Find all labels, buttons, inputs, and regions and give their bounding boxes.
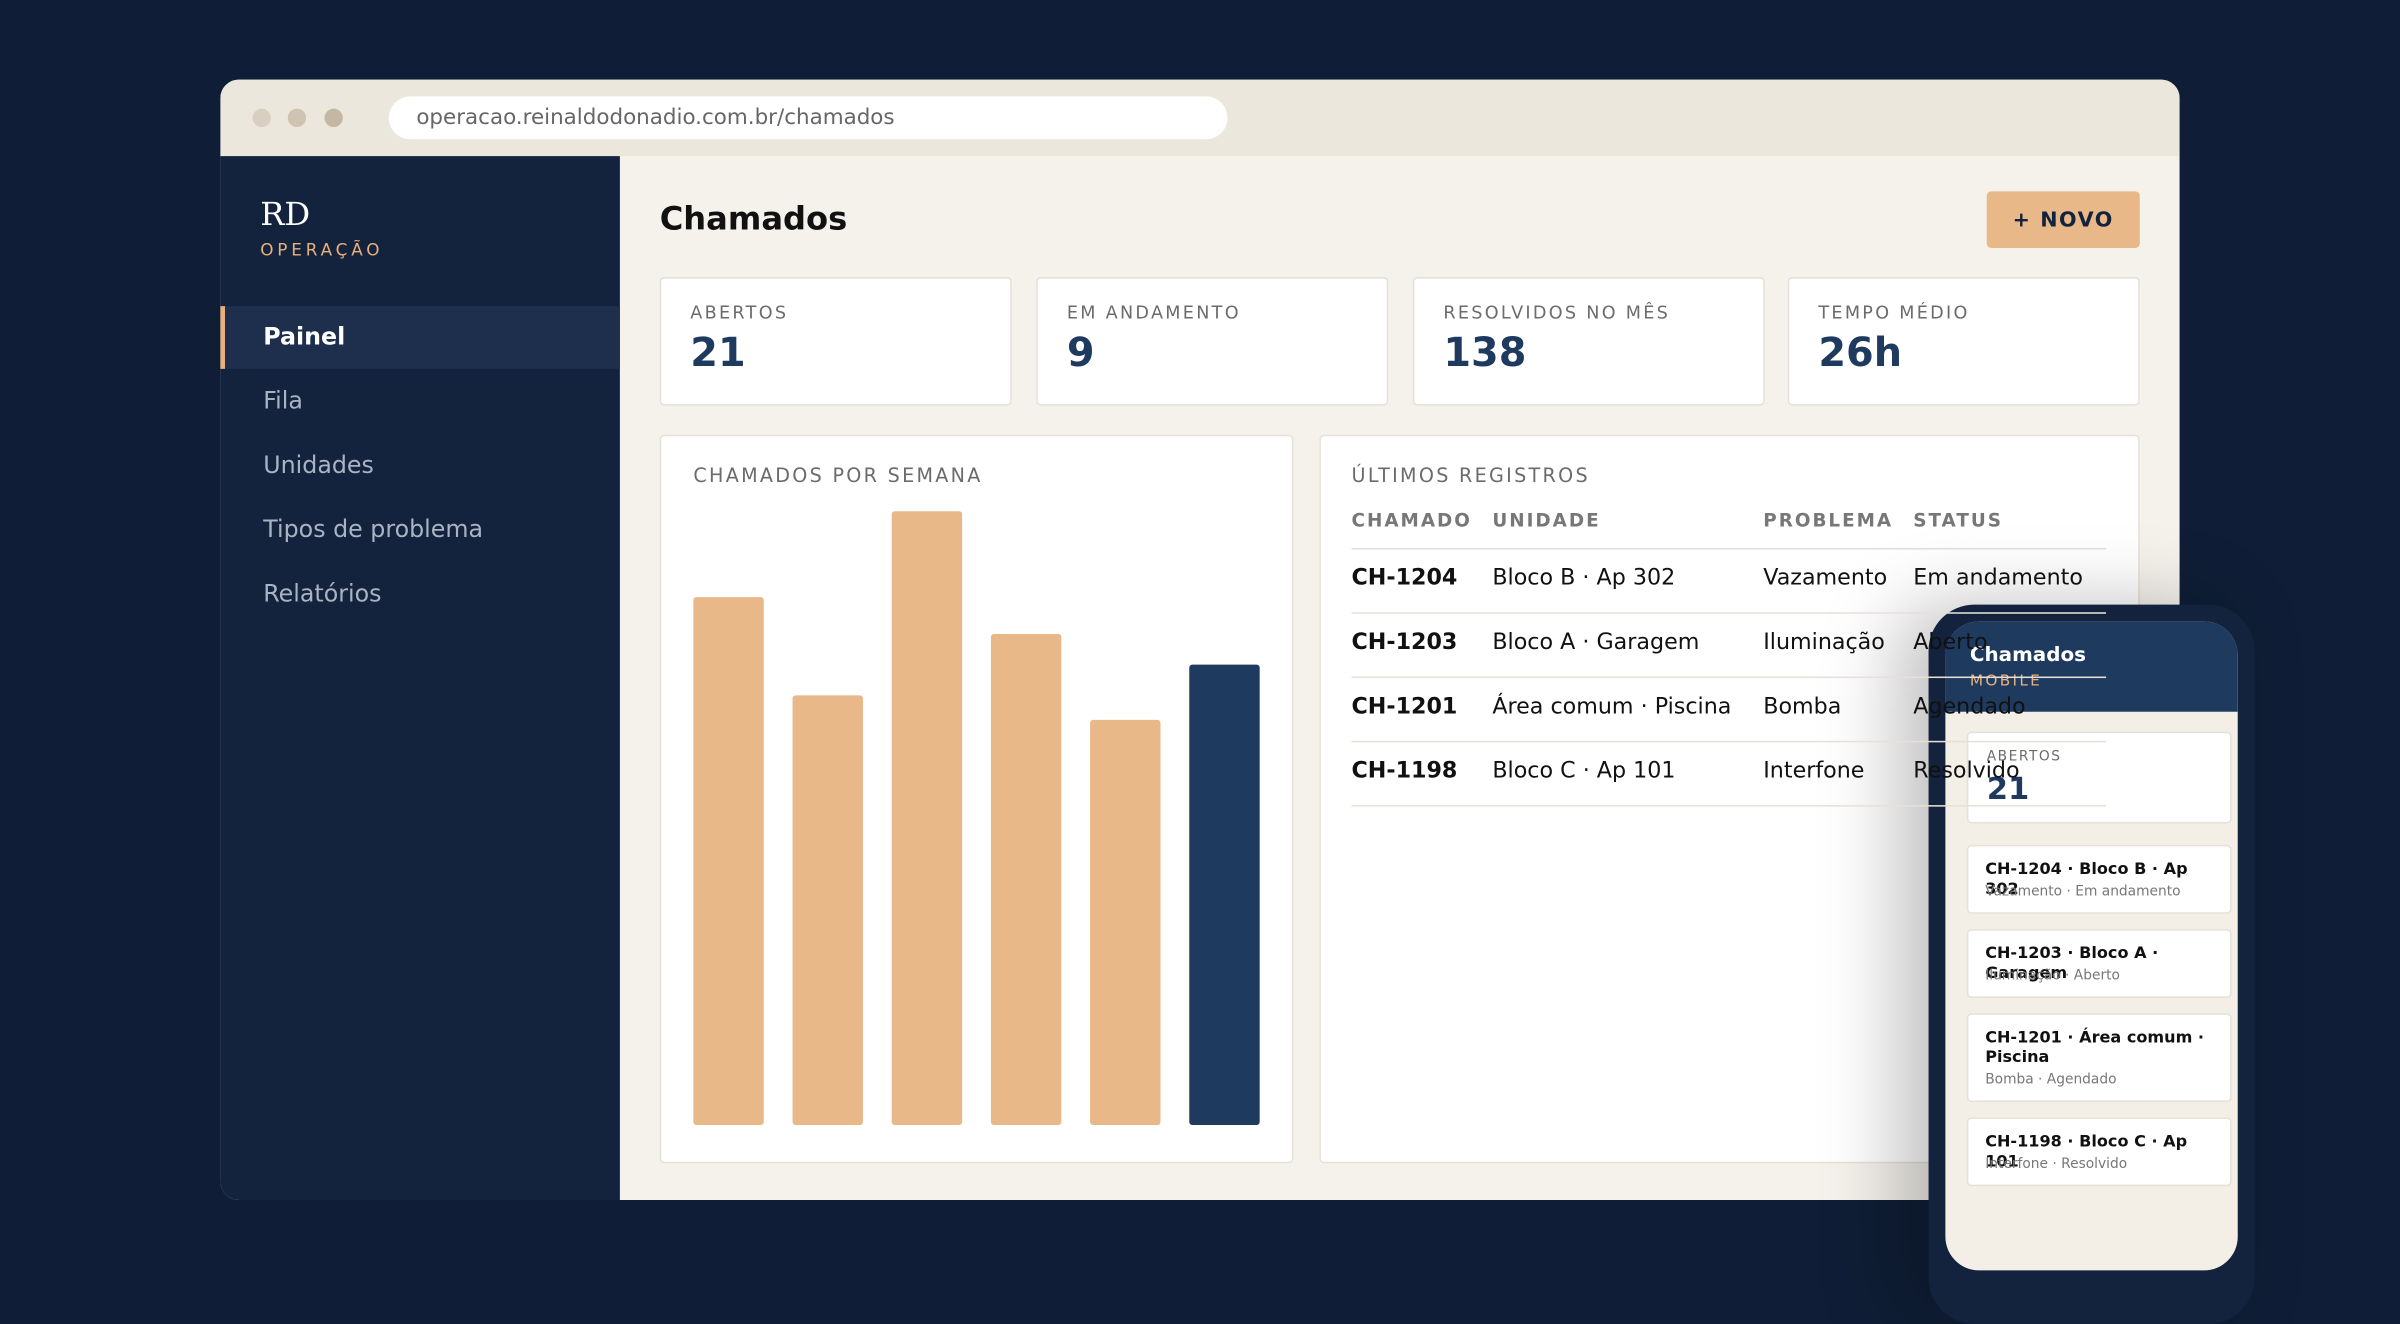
table-cell: Bloco C · Ap 101	[1492, 759, 1676, 784]
dot	[324, 108, 343, 128]
chart-title: CHAMADOS POR SEMANA	[693, 463, 983, 487]
bar	[693, 597, 764, 1125]
mobile-item-title: CH-1198 · Bloco C · Ap 101	[1985, 1132, 2188, 1171]
new-button[interactable]: + NOVO	[1986, 191, 2140, 248]
nav-item[interactable]: Fila	[263, 387, 303, 415]
kpi-card	[659, 277, 1012, 406]
mobile-item-title: CH-1201 · Área comum · Piscina	[1985, 1028, 2205, 1067]
dot	[287, 108, 307, 128]
table-header: CHAMADO	[1351, 509, 1472, 532]
phone-header	[1945, 621, 2238, 712]
table-header: STATUS	[1913, 509, 2003, 532]
header-rule	[1351, 547, 2107, 550]
row-rule	[1351, 612, 2107, 614]
table-cell: CH-1204	[1351, 566, 1458, 591]
bar	[1189, 664, 1260, 1125]
table-cell: Agendado	[1913, 694, 2026, 720]
mobile-kpi	[1966, 731, 2232, 824]
mobile-item-detail: Vazamento · Em andamento	[1985, 884, 2181, 900]
bar	[1090, 719, 1161, 1125]
kpi-label: ABERTOS	[690, 301, 789, 323]
row-rule	[1351, 740, 2107, 743]
mobile-item-title: CH-1203 · Bloco A · Garagem	[1985, 944, 2159, 983]
table-header: PROBLEMA	[1763, 509, 1894, 532]
button-label: + NOVO	[2012, 207, 2114, 232]
url-bar[interactable]	[388, 96, 1228, 140]
table-cell: Bomba	[1763, 694, 1842, 720]
table-cell: Vazamento	[1763, 566, 1888, 591]
table-cell: Em andamento	[1913, 566, 2083, 591]
logo-subtitle: OPERAÇÃO	[260, 240, 384, 261]
page-title: Chamados	[659, 200, 848, 238]
table-cell: Aberto	[1913, 630, 1988, 656]
mobile-card	[1966, 1117, 2232, 1187]
table-cell: Iluminação	[1763, 630, 1885, 656]
bar	[990, 633, 1062, 1125]
chart-card	[659, 434, 1294, 1164]
table-cell: Interfone	[1763, 759, 1865, 784]
chart	[693, 511, 1260, 1125]
mobile-kpi-value: 21	[1986, 769, 2030, 807]
table-cell: Resolvido	[1913, 759, 2020, 784]
mobile-item-detail: Iluminação · Aberto	[1985, 968, 2120, 985]
kpi-label: RESOLVIDOS NO MÊS	[1443, 301, 1671, 323]
kpi-label: EM ANDAMENTO	[1066, 301, 1241, 323]
kpi-card	[1412, 277, 1765, 406]
table-cell: Bloco B · Ap 302	[1492, 566, 1676, 591]
kpi-value: 26h	[1818, 330, 1903, 377]
mobile-item-detail: Interfone · Resolvido	[1985, 1157, 2128, 1173]
kpi-value: 21	[690, 330, 746, 377]
table-cell: Bloco A · Garagem	[1492, 630, 1700, 656]
kpi-card	[1787, 277, 2140, 406]
row-rule	[1351, 676, 2107, 679]
url: operacao.reinaldodonadio.com.br/chamados	[416, 105, 895, 131]
table-cell: CH-1203	[1351, 630, 1458, 656]
table-cell: Área comum · Piscina	[1492, 694, 1732, 720]
row-rule	[1351, 805, 2107, 807]
kpi-label: TEMPO MÉDIO	[1818, 301, 1970, 323]
mobile-item-detail: Bomba · Agendado	[1985, 1072, 2117, 1089]
kpi-value: 9	[1066, 330, 1095, 377]
table-cell: CH-1201	[1351, 694, 1458, 720]
bar	[792, 695, 863, 1125]
kpi-value: 138	[1443, 330, 1527, 377]
nav-active	[220, 306, 620, 369]
mobile-title: Chamados	[1969, 644, 2087, 668]
table-title: ÚLTIMOS REGISTROS	[1351, 463, 1590, 487]
logo: RD	[260, 195, 311, 233]
table-header: UNIDADE	[1492, 509, 1601, 532]
nav-item[interactable]: Painel	[263, 322, 346, 351]
dot	[252, 108, 271, 128]
mobile-card	[1966, 1013, 2232, 1103]
mobile-kpi-label: ABERTOS	[1986, 749, 2062, 766]
kpi-card	[1036, 277, 1389, 406]
mobile-item-title: CH-1204 · Bloco B · Ap 302	[1985, 860, 2188, 899]
mobile-card	[1966, 844, 2232, 914]
nav-item[interactable]: Unidades	[263, 451, 374, 480]
table-cell: CH-1198	[1351, 759, 1458, 784]
nav-item[interactable]: Tipos de problema	[263, 515, 483, 544]
mobile-card	[1966, 929, 2232, 998]
bar	[891, 511, 963, 1125]
nav-item[interactable]: Relatórios	[263, 580, 382, 608]
page: operacao.reinaldodonadio.com.br/chamados…	[220, 79, 2238, 1271]
